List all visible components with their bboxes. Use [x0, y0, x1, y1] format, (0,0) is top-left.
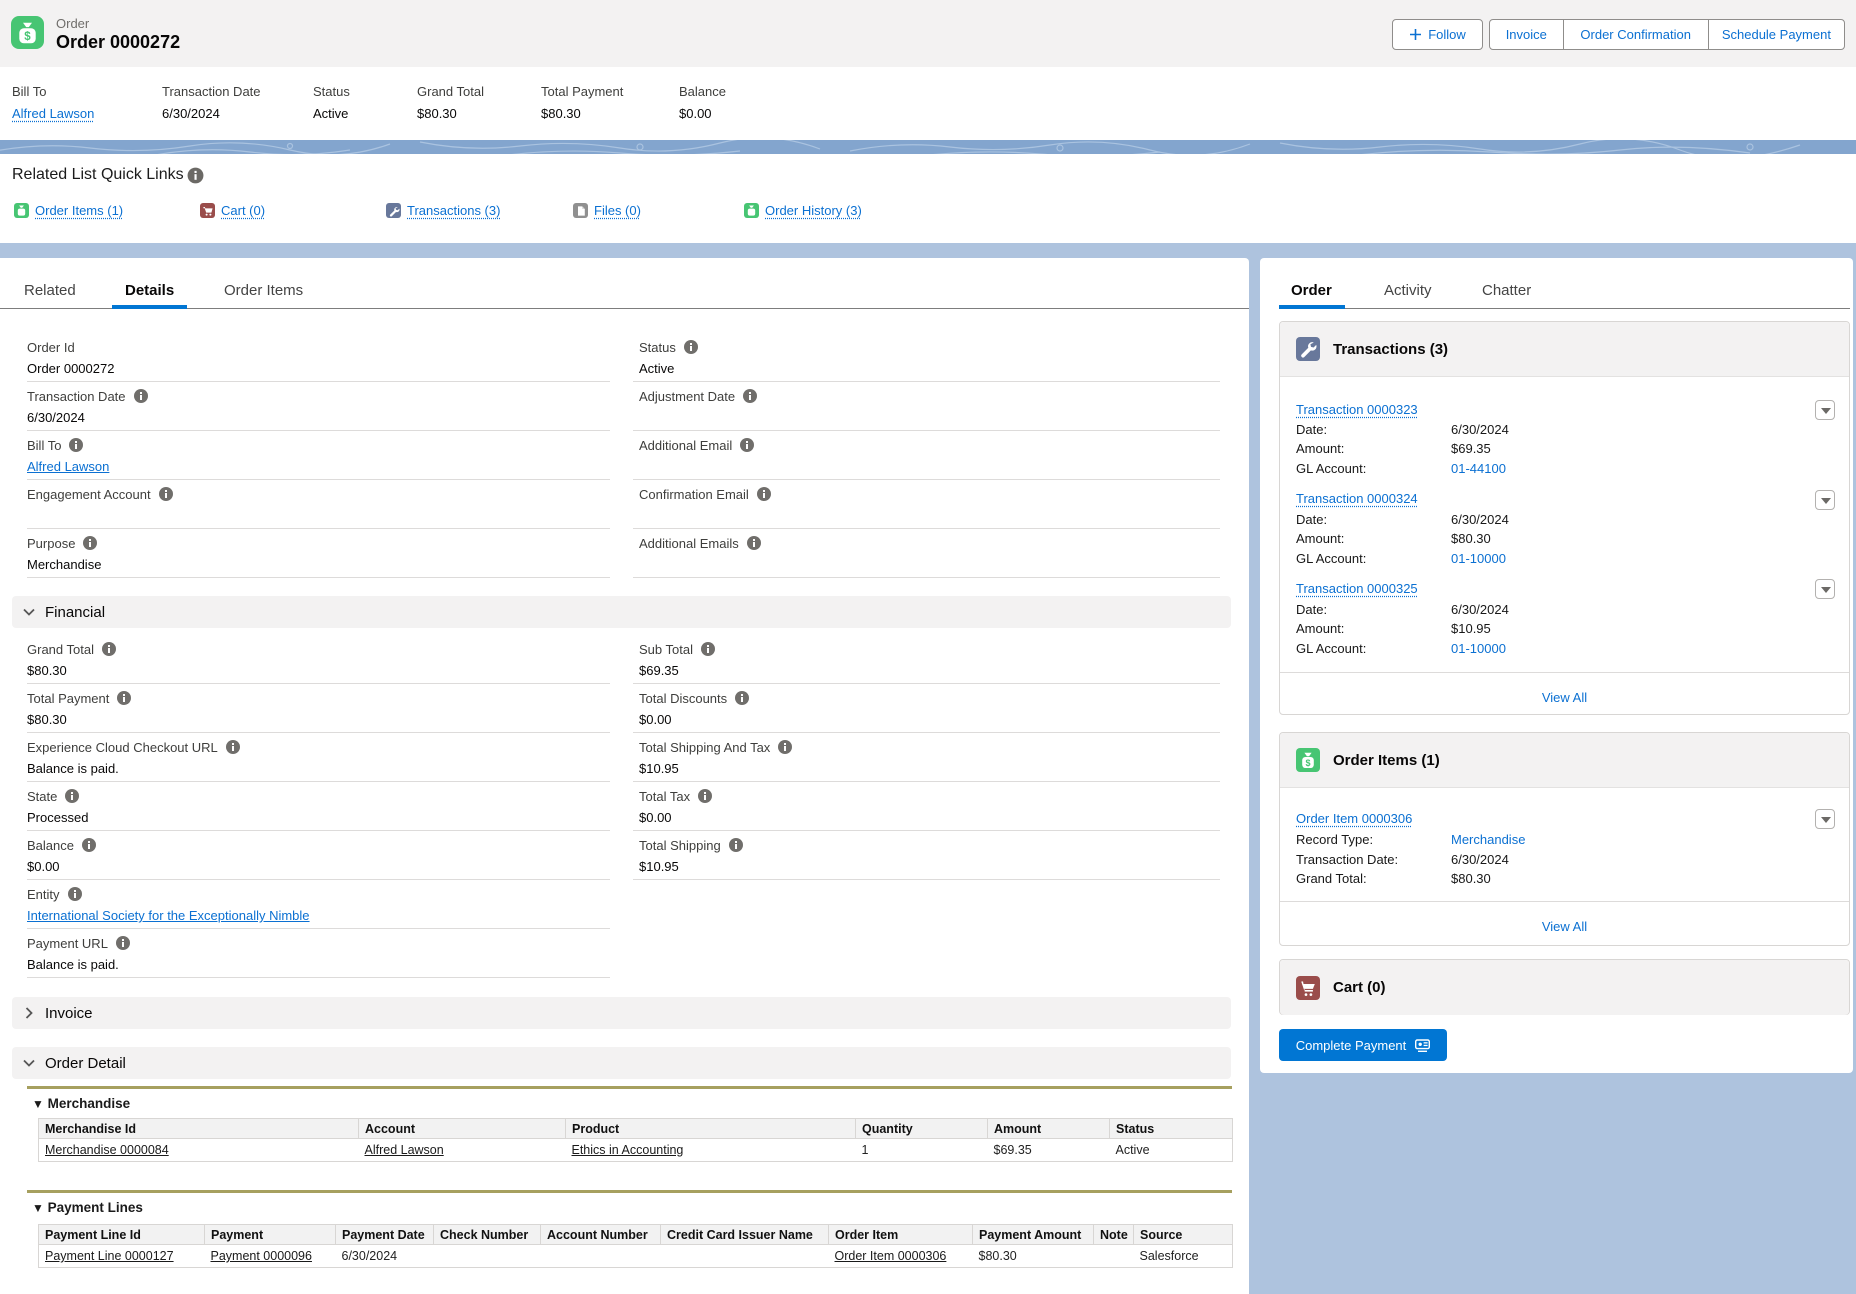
svg-text:$: $	[1305, 758, 1310, 768]
svg-text:$: $	[24, 31, 31, 43]
